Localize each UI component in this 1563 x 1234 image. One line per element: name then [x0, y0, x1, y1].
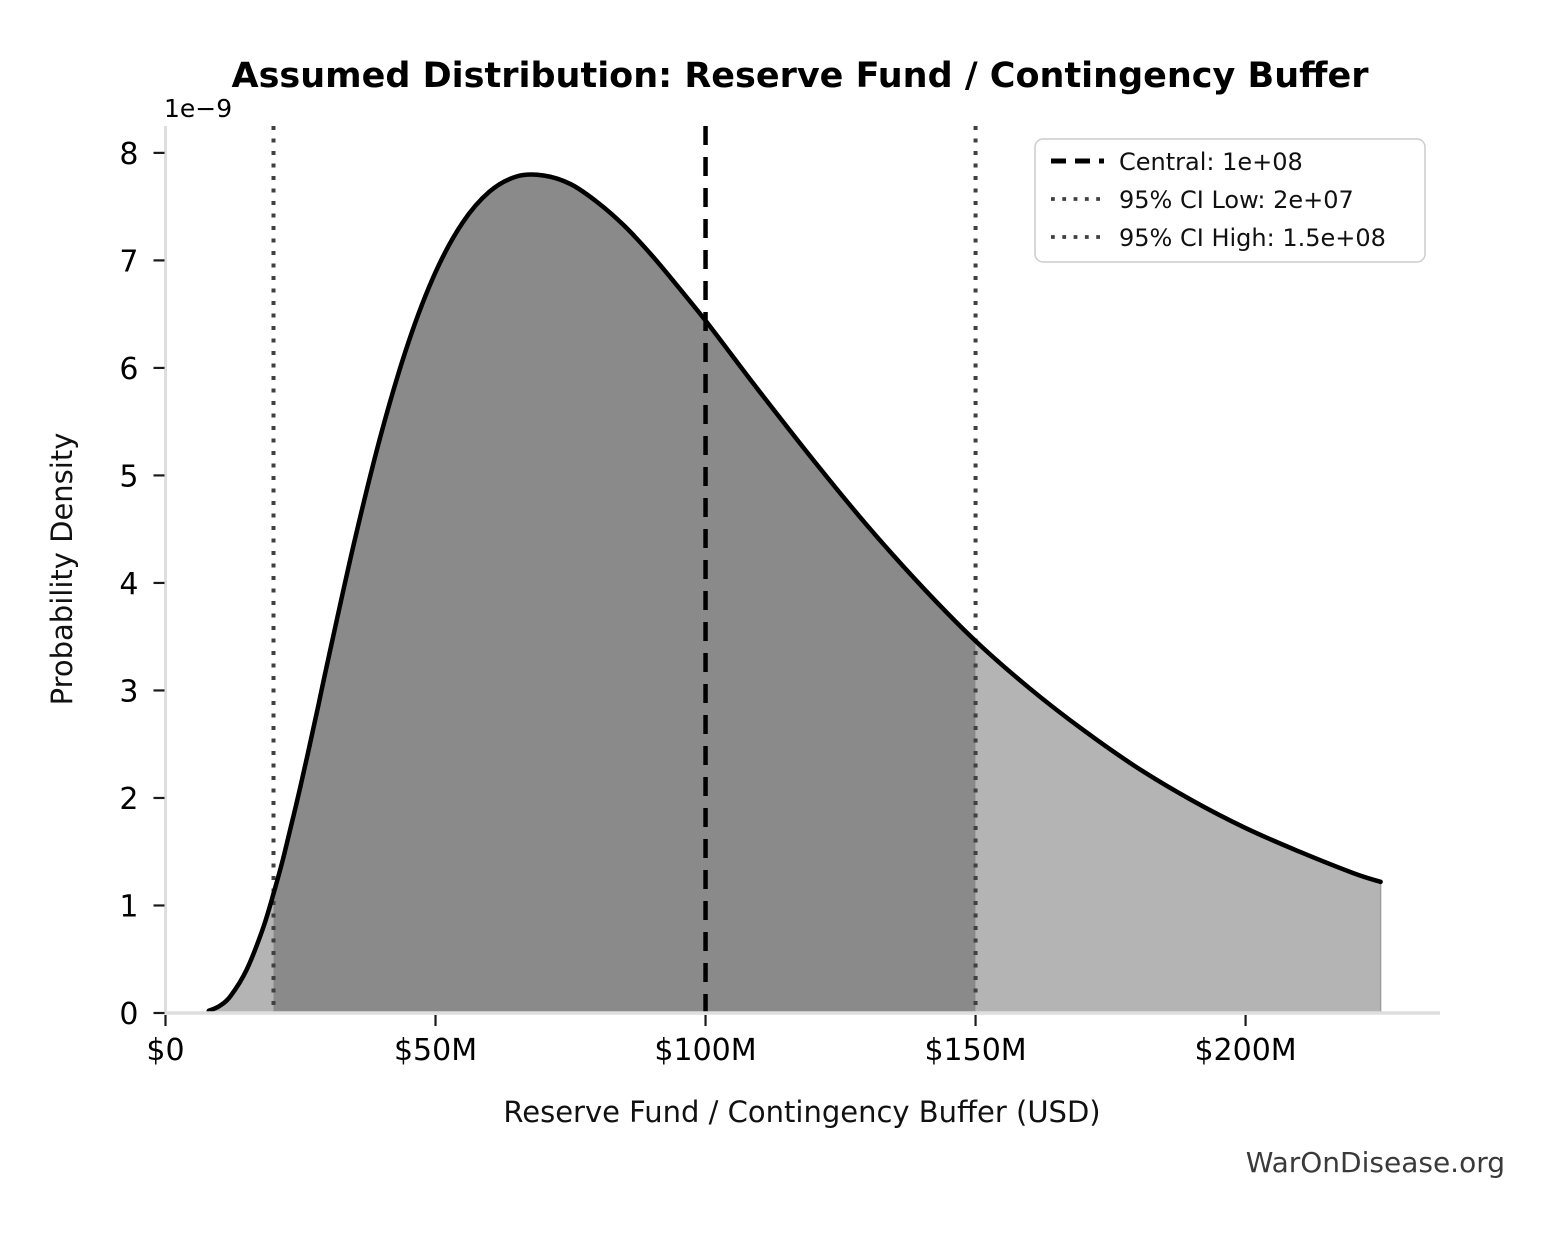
x-tick-label: $150M: [924, 1033, 1026, 1068]
y-tick-label: 1: [119, 889, 138, 924]
y-axis-label: Probability Density: [45, 433, 79, 706]
x-tick-label: $100M: [654, 1033, 756, 1068]
x-tick-label: $200M: [1194, 1033, 1296, 1068]
legend-frame: [1034, 138, 1426, 263]
legend-label-ci-low: 95% CI Low: 2e+07: [1119, 186, 1354, 214]
watermark: WarOnDisease.org: [1246, 1146, 1505, 1179]
y-tick-label: 4: [119, 567, 138, 602]
y-axis-offset-label: 1e−9: [164, 94, 232, 123]
fill-tail-left: [208, 893, 274, 1013]
plot-area: $0 $50M $100M $150M $200M 0 1 2 3 4 5 6 7 8: [119, 126, 1440, 1068]
chart-title: Assumed Distribution: Reserve Fund / Con…: [232, 56, 1370, 96]
y-tick-label: 7: [119, 244, 138, 279]
x-tick-label: $50M: [394, 1033, 477, 1068]
y-tick-label: 0: [119, 997, 138, 1032]
x-axis-label: Reserve Fund / Contingency Buffer (USD): [503, 1095, 1100, 1129]
y-tick-label: 6: [119, 352, 138, 387]
x-tick-label: $0: [146, 1033, 184, 1068]
y-tick-label: 2: [119, 782, 138, 817]
probability-density-curve: [206, 172, 1383, 1014]
legend-label-central: Central: 1e+08: [1119, 148, 1303, 176]
y-tick-label: 3: [119, 674, 138, 709]
fill-tail-right: [975, 641, 1381, 1013]
y-tick-label: 8: [119, 137, 138, 172]
legend-label-ci-high: 95% CI High: 1.5e+08: [1119, 224, 1386, 252]
y-tick-label: 5: [119, 459, 138, 494]
fill-ci-band: [273, 174, 976, 1013]
legend: Central: 1e+08 95% CI Low: 2e+07 95% CI …: [1034, 138, 1426, 263]
